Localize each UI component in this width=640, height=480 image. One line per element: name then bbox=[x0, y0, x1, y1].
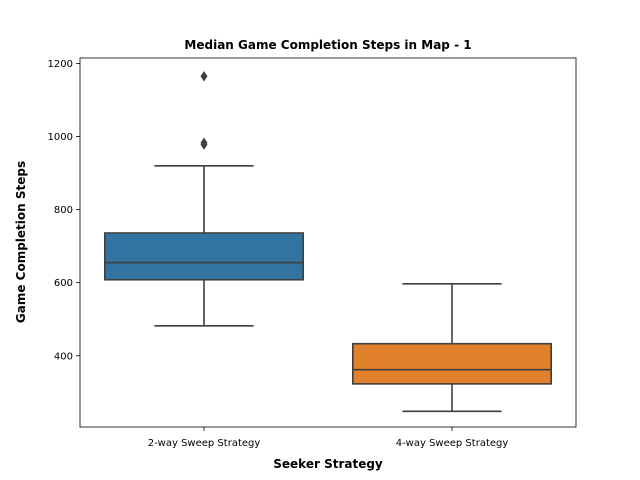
outlier-point bbox=[200, 137, 208, 148]
y-tick-label: 600 bbox=[54, 278, 73, 289]
y-tick-label: 400 bbox=[54, 351, 73, 362]
x-axis-label: Seeker Strategy bbox=[273, 457, 383, 471]
y-tick-label: 800 bbox=[54, 205, 73, 216]
box-2 bbox=[351, 282, 552, 413]
box-1 bbox=[104, 71, 304, 327]
box-body bbox=[104, 232, 304, 281]
outlier-point bbox=[200, 71, 208, 82]
chart-title: Median Game Completion Steps in Map - 1 bbox=[184, 38, 471, 52]
x-tick-label: 4-way Sweep Strategy bbox=[396, 438, 509, 449]
y-axis-label: Game Completion Steps bbox=[14, 161, 28, 323]
y-tick-label: 1000 bbox=[48, 132, 73, 143]
y-tick-label: 1200 bbox=[48, 59, 73, 70]
x-tick-label: 2-way Sweep Strategy bbox=[148, 438, 261, 449]
plot-frame bbox=[79, 57, 577, 428]
box-body bbox=[351, 342, 552, 385]
